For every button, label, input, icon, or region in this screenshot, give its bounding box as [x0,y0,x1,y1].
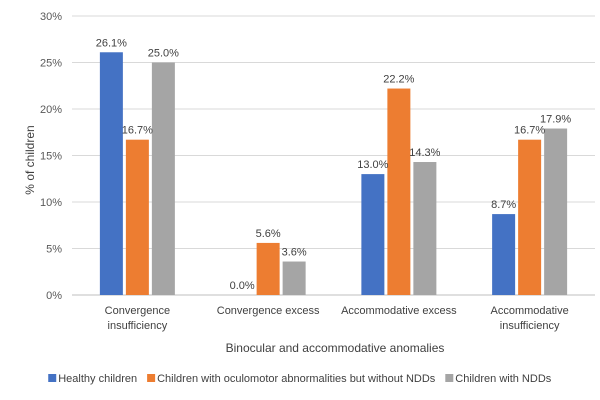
y-axis-ticks: 0% 5% 10% 15% 20% 25% 30% [40,11,62,302]
data-label: 16.7% [514,125,545,137]
legend-label: Children with NDDs [455,373,551,385]
bar [387,88,411,295]
x-category-label: Accommodative excess [341,305,457,317]
bar [361,174,385,295]
bar [544,128,568,295]
y-tick-label: 20% [40,104,62,116]
x-category-label: insufficiency [500,320,560,332]
legend-label: Children with oculomotor abnormalities b… [157,373,436,385]
y-tick-label: 0% [46,290,62,302]
data-label: 22.2% [383,74,414,86]
bars [99,52,568,295]
bar [518,139,542,295]
bar [99,52,123,295]
x-axis-title: Binocular and accommodative anomalies [226,341,445,355]
bar [256,242,280,295]
x-category-label: Accommodative [490,305,568,317]
data-label: 17.9% [540,114,571,126]
data-label: 25.0% [148,48,179,60]
y-tick-label: 5% [46,244,62,256]
bar [413,162,437,295]
data-labels: 26.1% 16.7% 25.0% 0.0% 5.6%3.6% 13.0% 22.2% 14.… [96,37,572,292]
data-label: 8.7% [491,199,516,211]
x-category-label: Convergence [105,305,170,317]
data-label: 16.7% [122,125,153,137]
data-label: 26.1% [96,37,127,49]
y-tick-label: 15% [40,151,62,163]
x-category-label: Convergence excess [217,305,320,317]
legend-label: Healthy children [58,373,137,385]
y-tick-label: 30% [40,11,62,23]
data-label: 3.6% [282,247,307,259]
y-tick-label: 10% [40,197,62,209]
bar [125,139,149,295]
y-axis-title: % of children [23,125,37,194]
legend-swatch [445,374,454,382]
x-axis-categories: Convergence insufficiency Convergence exce… [105,305,569,332]
data-label: 0.0% [230,280,255,292]
x-category-label: insufficiency [108,320,168,332]
bar [492,214,516,295]
data-label: 13.0% [357,159,388,171]
y-tick-label: 25% [40,58,62,70]
data-label: 14.3% [409,147,440,159]
data-label: 5.6% [256,228,281,240]
bar [151,62,175,295]
legend: Healthy children Children with oculomotor… [48,373,552,385]
legend-swatch [147,374,156,382]
legend-swatch [48,374,57,382]
bar [282,261,306,295]
